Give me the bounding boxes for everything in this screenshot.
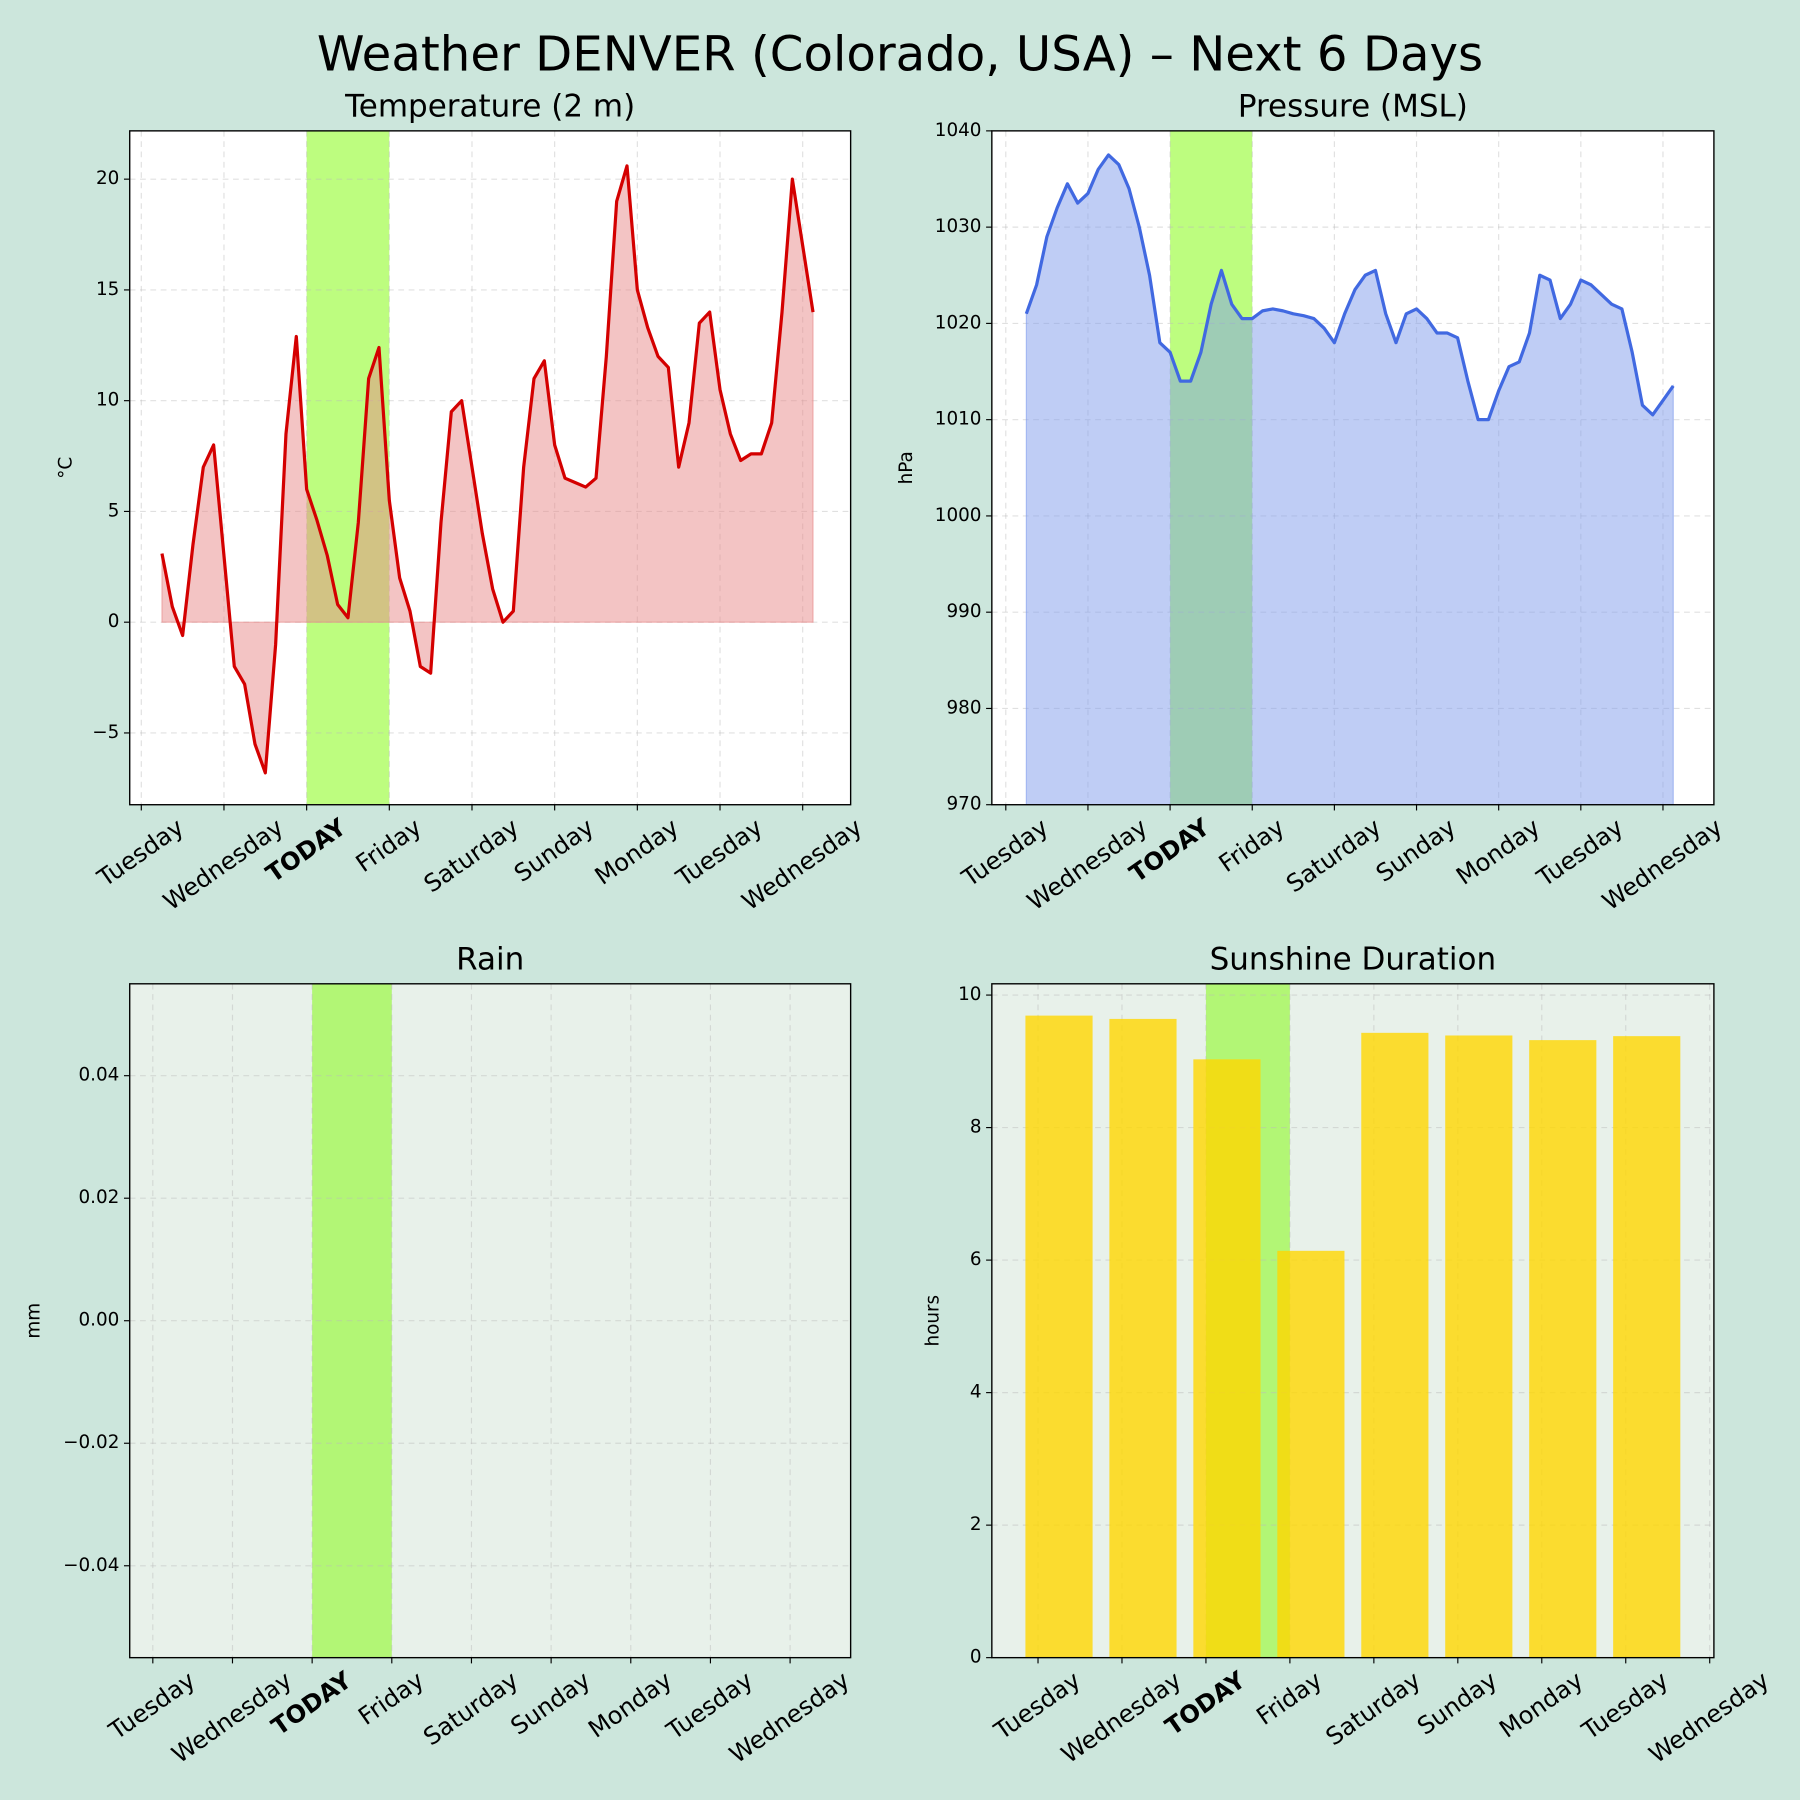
bar (1193, 1059, 1261, 1658)
y-tick-label: 1020 (935, 312, 982, 333)
plot-area (991, 130, 1714, 805)
plot-area (129, 130, 851, 805)
subplot: Temperature (2 m)°CTuesdayWednesdayTODAY… (56, 88, 868, 916)
y-axis-label: hours (922, 1295, 943, 1347)
y-tick-label: 0 (108, 611, 120, 632)
y-axis-label: °C (56, 457, 77, 479)
y-tick-label: 5 (108, 500, 120, 521)
subplot: RainmmTuesdayWednesdayTODAYFridaySaturda… (23, 941, 854, 1769)
bar (1361, 1032, 1429, 1658)
y-tick-label: −5 (92, 722, 119, 743)
line (160, 164, 815, 775)
subplot: Sunshine DurationhoursTuesdayWednesdayTO… (922, 941, 1774, 1769)
y-tick-label: 10 (958, 984, 981, 1005)
axes-frame (129, 983, 852, 1659)
axes-background (991, 983, 1714, 1658)
today-highlight (312, 983, 392, 1658)
bar (1445, 1035, 1513, 1658)
y-tick-label: 970 (946, 794, 981, 815)
plot-area (991, 983, 1714, 1658)
y-tick-label: 1040 (935, 120, 982, 141)
y-tick-label: 0.00 (78, 1310, 119, 1331)
y-tick-label: 8 (970, 1117, 982, 1138)
y-tick-label: 0 (970, 1647, 982, 1668)
y-tick-label: 980 (946, 697, 981, 718)
line (1024, 153, 1675, 422)
subplot-title: Temperature (2 m) (344, 88, 635, 124)
y-tick-label: 1030 (935, 216, 982, 237)
subplot-title: Sunshine Duration (1210, 941, 1496, 977)
y-tick-label: 4 (970, 1382, 982, 1403)
y-tick-label: 6 (970, 1249, 982, 1270)
y-tick-label: 0.02 (78, 1187, 119, 1208)
y-tick-label: 0.04 (78, 1065, 119, 1086)
bar (1025, 1015, 1093, 1658)
axes-frame (991, 983, 1715, 1659)
y-tick-label: 15 (96, 279, 119, 300)
y-tick-label: 1010 (935, 409, 982, 430)
y-tick-label: −0.02 (63, 1432, 119, 1453)
axes-frame (129, 130, 852, 806)
bar (1613, 1036, 1681, 1658)
y-tick-label: 20 (96, 168, 119, 189)
y-tick-label: 2 (970, 1514, 982, 1535)
y-tick-label: 10 (96, 390, 119, 411)
subplot-title: Rain (456, 941, 524, 977)
figure-title: Weather DENVER (Colorado, USA) – Next 6 … (317, 26, 1483, 82)
plot-area (129, 983, 851, 1658)
bar (1109, 1018, 1177, 1658)
bar (1529, 1040, 1597, 1658)
y-axis-label: mm (23, 1303, 44, 1339)
y-tick-label: 990 (946, 601, 981, 622)
subplot-title: Pressure (MSL) (1238, 88, 1468, 124)
bar (1277, 1250, 1345, 1658)
y-axis-label: hPa (896, 451, 917, 484)
y-tick-label: 1000 (935, 505, 982, 526)
axes-background (129, 983, 851, 1658)
axes-frame (991, 130, 1715, 806)
y-tick-label: −0.04 (63, 1555, 119, 1576)
